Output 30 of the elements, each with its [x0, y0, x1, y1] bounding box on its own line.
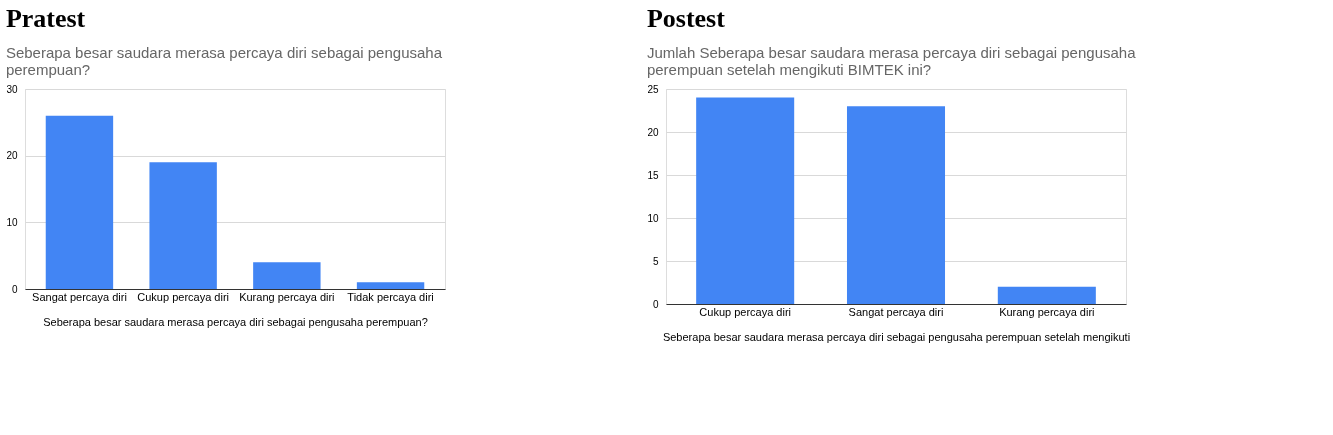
- y-tick-label: 10: [647, 212, 659, 224]
- chart-title: Postest: [646, 4, 726, 33]
- x-tick-label: Cukup percaya diri: [699, 305, 792, 318]
- y-tick-label: 5: [652, 255, 659, 267]
- y-tick-label: 20: [6, 150, 18, 162]
- bar: [696, 97, 795, 304]
- bar: [45, 115, 114, 289]
- y-tick-label: 20: [647, 126, 659, 138]
- bar: [997, 286, 1096, 304]
- x-tick-label: Kurang percaya diri: [999, 305, 1095, 318]
- x-tick-label: Cukup percaya diri: [137, 290, 230, 303]
- y-tick-label: 15: [647, 169, 659, 181]
- chart-subtitle: Seberapa besar saudara merasa percaya diri sebagai pengusaha perempuan?: [5, 44, 443, 78]
- bar: [846, 106, 946, 304]
- y-tick-label: 25: [647, 83, 659, 95]
- bar: [356, 282, 425, 289]
- x-axis-title: Seberapa besar saudara merasa percaya diri sebagai pengusaha perempuan?: [43, 315, 428, 328]
- chart-subtitle: Jumlah Seberapa besar saudara merasa percaya diri sebagai pengusaha perempuan setelah mengikuti BIMTEK ini?: [646, 44, 1137, 78]
- x-tick-label: Kurang percaya diri: [239, 290, 335, 303]
- x-tick-label: Tidak percaya diri: [347, 290, 434, 303]
- chart-title: Pratest: [5, 4, 86, 33]
- y-tick-label: 10: [6, 216, 18, 228]
- x-tick-label: Sangat percaya diri: [848, 305, 944, 318]
- x-axis-title: Seberapa besar saudara merasa percaya diri sebagai pengusaha perempuan setelah mengikuti: [662, 330, 1131, 343]
- y-tick-label: 0: [652, 298, 659, 310]
- x-tick-label: Sangat percaya diri: [32, 290, 127, 303]
- y-tick-label: 30: [6, 83, 18, 95]
- bar: [253, 262, 321, 289]
- bar: [149, 162, 217, 289]
- y-tick-label: 0: [11, 283, 18, 295]
